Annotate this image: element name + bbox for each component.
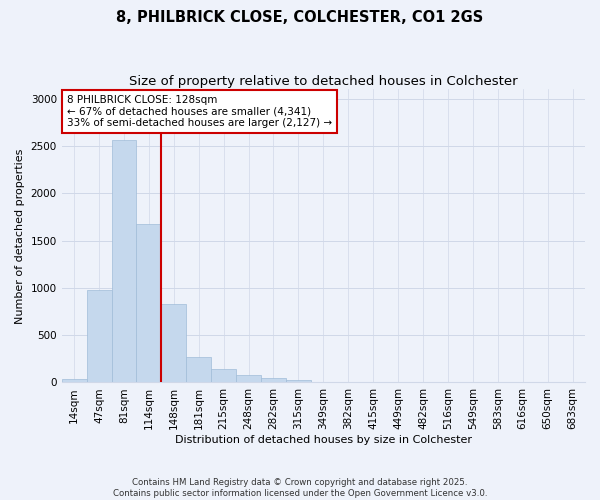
- Bar: [136, 224, 161, 382]
- X-axis label: Distribution of detached houses by size in Colchester: Distribution of detached houses by size …: [175, 435, 472, 445]
- Bar: [236, 375, 261, 382]
- Bar: [186, 357, 211, 382]
- Text: 8 PHILBRICK CLOSE: 128sqm
← 67% of detached houses are smaller (4,341)
33% of se: 8 PHILBRICK CLOSE: 128sqm ← 67% of detac…: [67, 95, 332, 128]
- Title: Size of property relative to detached houses in Colchester: Size of property relative to detached ho…: [129, 75, 518, 88]
- Bar: [261, 378, 286, 382]
- Bar: [86, 290, 112, 382]
- Bar: [62, 378, 86, 382]
- Y-axis label: Number of detached properties: Number of detached properties: [15, 148, 25, 324]
- Text: Contains HM Land Registry data © Crown copyright and database right 2025.
Contai: Contains HM Land Registry data © Crown c…: [113, 478, 487, 498]
- Bar: [211, 368, 236, 382]
- Bar: [112, 140, 136, 382]
- Bar: [286, 380, 311, 382]
- Bar: [161, 304, 186, 382]
- Text: 8, PHILBRICK CLOSE, COLCHESTER, CO1 2GS: 8, PHILBRICK CLOSE, COLCHESTER, CO1 2GS: [116, 10, 484, 25]
